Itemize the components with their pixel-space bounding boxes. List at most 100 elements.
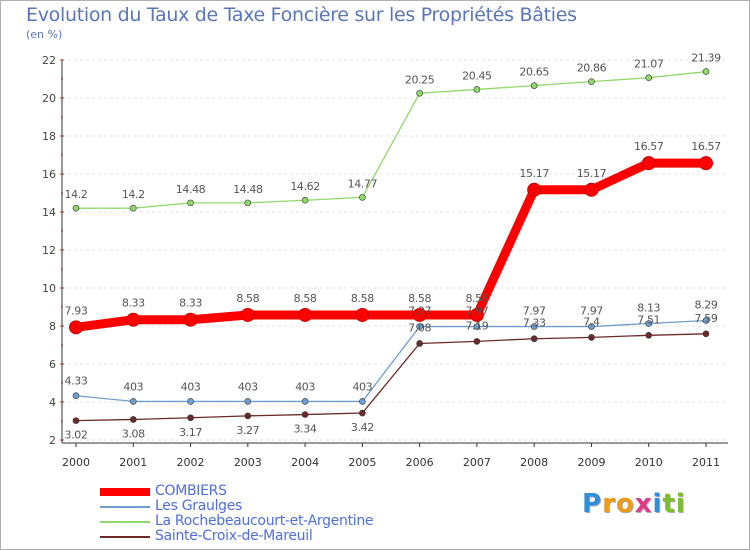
data-label: 14.48: [176, 183, 206, 196]
data-label: 403: [123, 380, 143, 393]
data-point: [702, 68, 710, 75]
y-tick-label: 12: [42, 244, 56, 257]
chart-title: Evolution du Taux de Taxe Foncière sur l…: [26, 4, 577, 26]
data-point: [416, 323, 423, 330]
x-tick-label: 2006: [406, 456, 434, 469]
y-tick-label: 14: [42, 206, 56, 219]
data-label: 7.59: [695, 312, 718, 325]
y-tick-label: 10: [42, 282, 56, 295]
legend-label: La Rochebeaucourt-et-Argentine: [155, 513, 374, 529]
data-label: 14.77: [348, 177, 378, 190]
data-label: 7.93: [65, 304, 88, 317]
logo-letter: i: [675, 489, 686, 519]
data-point: [530, 335, 538, 343]
data-point: [187, 414, 194, 422]
legend-label: COMBIERS: [155, 483, 227, 499]
data-point: [588, 78, 595, 85]
data-point: [473, 323, 481, 330]
data-label: 3.02: [65, 429, 88, 442]
y-tick-label: 4: [49, 396, 56, 409]
data-point: [469, 307, 484, 322]
data-point: [473, 338, 481, 345]
data-label: 7.33: [523, 317, 546, 330]
data-label: 8.58: [465, 292, 488, 305]
x-tick-label: 2010: [635, 456, 663, 469]
data-point: [72, 204, 80, 212]
data-point: [72, 417, 80, 424]
data-label: 3.42: [351, 421, 374, 434]
data-label: 8.33: [122, 297, 145, 310]
data-point: [244, 412, 252, 420]
data-label: 15.17: [519, 167, 549, 180]
x-tick-label: 2005: [348, 456, 376, 469]
data-point: [527, 182, 542, 197]
data-point: [183, 312, 198, 327]
data-point: [530, 323, 538, 330]
data-point: [359, 194, 366, 201]
logo-letter: o: [615, 489, 635, 519]
data-label: 7.97: [408, 305, 431, 318]
data-point: [187, 199, 194, 207]
data-point: [702, 330, 710, 338]
legend-label: Les Graulges: [155, 498, 243, 514]
data-point: [416, 89, 423, 97]
logo-letter: i: [652, 489, 663, 519]
data-point: [588, 334, 595, 341]
data-point: [530, 82, 538, 89]
data-point: [298, 307, 313, 322]
y-tick-label: 22: [42, 54, 56, 67]
data-label: 403: [295, 380, 315, 393]
data-point: [69, 320, 83, 335]
data-label: 15.17: [577, 167, 607, 180]
data-label: 8.58: [408, 292, 431, 305]
data-label: 8.33: [179, 297, 202, 310]
data-point: [301, 411, 309, 418]
data-label: 7.08: [408, 321, 431, 334]
x-tick-label: 2011: [692, 456, 720, 469]
data-label: 7.97: [580, 305, 603, 318]
data-label: 16.57: [691, 140, 721, 153]
data-label: 8.29: [695, 298, 718, 311]
data-point: [359, 398, 366, 405]
data-point: [187, 398, 194, 405]
data-label: 20.45: [462, 69, 492, 82]
data-label: 7.51: [637, 313, 660, 326]
series-line-la-rochebeaucourt-et-argentine: [75, 70, 707, 209]
proxiti-logo: Proxiti: [582, 489, 686, 519]
data-point: [641, 156, 656, 171]
y-tick-label: 8: [49, 320, 56, 333]
data-label: 20.86: [577, 62, 607, 75]
data-point: [72, 392, 80, 400]
data-point: [699, 156, 713, 171]
data-label: 403: [181, 380, 201, 393]
data-label: 20.65: [519, 66, 549, 79]
data-label: 14.2: [65, 188, 88, 201]
data-label: 403: [352, 380, 372, 393]
legend-swatch-sainte-croix: [100, 536, 150, 538]
data-label: 21.07: [634, 58, 664, 71]
data-point: [355, 307, 370, 322]
data-label: 8.58: [236, 292, 259, 305]
data-label: 3.27: [236, 424, 259, 437]
data-point: [129, 204, 137, 212]
data-label: 3.08: [122, 427, 145, 440]
data-point: [588, 323, 595, 330]
series-line-les-graulges: [75, 319, 707, 403]
logo-letter: r: [602, 489, 616, 519]
logo-letter: t: [662, 489, 676, 519]
data-point: [702, 317, 710, 324]
data-point: [244, 199, 252, 207]
data-point: [129, 398, 137, 405]
data-label: 7.4: [583, 315, 600, 328]
data-label: 14.2: [122, 188, 145, 201]
data-point: [244, 398, 252, 405]
data-label: 14.48: [233, 183, 263, 196]
logo-letter: x: [634, 489, 653, 519]
data-label: 16.57: [634, 140, 664, 153]
data-label: 20.25: [405, 73, 435, 86]
y-tick-label: 18: [42, 130, 56, 143]
data-label: 4.33: [65, 375, 88, 388]
x-tick-label: 2000: [62, 456, 90, 469]
data-label: 8.58: [351, 292, 374, 305]
